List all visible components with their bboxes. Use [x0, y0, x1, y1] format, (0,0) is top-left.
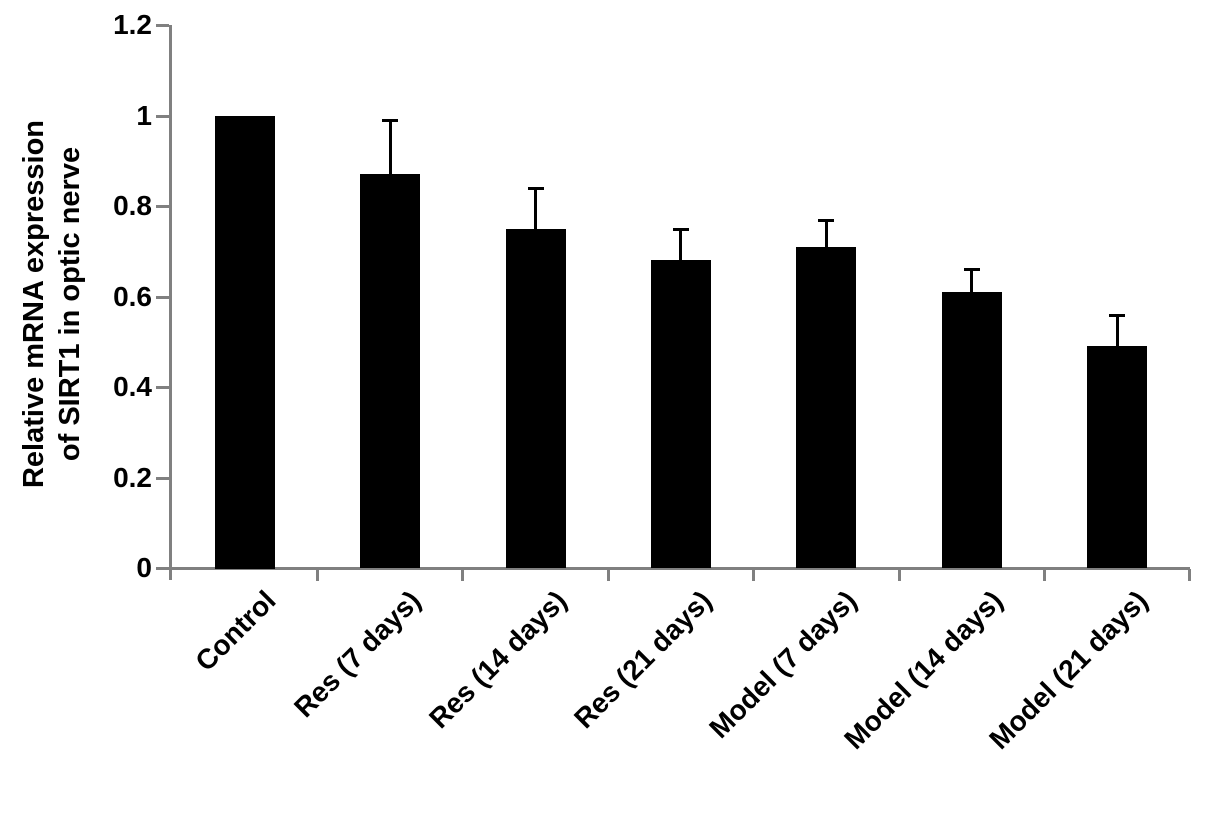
x-axis-label: Model (7 days)	[703, 584, 863, 745]
bar	[360, 174, 420, 568]
y-tick	[156, 24, 169, 27]
y-axis-title-line1: Relative mRNA expression	[18, 120, 50, 489]
error-bar-stem	[389, 120, 392, 174]
bar	[796, 247, 856, 568]
x-axis-label: Control	[189, 584, 282, 678]
error-bar-stem	[970, 269, 973, 292]
error-bar-stem	[534, 188, 537, 229]
bar	[506, 229, 566, 568]
bar	[651, 260, 711, 568]
x-axis-label: Res (21 days)	[568, 584, 718, 735]
y-tick-label: 1.2	[113, 9, 152, 40]
y-tick	[156, 567, 169, 570]
x-axis-label: Model (21 days)	[983, 584, 1154, 756]
bar-chart-figure: Relative mRNA expression of SIRT1 in opt…	[18, 9, 1191, 756]
x-axis-line	[169, 567, 1190, 570]
x-axis-label: Res (7 days)	[288, 584, 427, 724]
y-tick	[156, 115, 169, 118]
x-tick	[1043, 569, 1046, 581]
y-tick-label: 1	[136, 100, 152, 131]
y-tick-label: 0.8	[113, 190, 152, 221]
bar	[942, 292, 1002, 568]
y-tick-label: 0.6	[113, 281, 152, 312]
error-bar-cap	[673, 228, 689, 231]
error-bar-cap	[964, 268, 980, 271]
error-bar-cap	[528, 187, 544, 190]
x-tick	[752, 569, 755, 581]
x-tick	[1188, 569, 1191, 581]
y-tick-label: 0.4	[113, 371, 152, 402]
y-tick-label: 0.2	[113, 462, 152, 493]
y-tick-label: 0	[136, 552, 152, 583]
bar	[1087, 346, 1147, 568]
y-tick	[156, 477, 169, 480]
y-tick	[156, 296, 169, 299]
y-tick	[156, 205, 169, 208]
x-tick	[898, 569, 901, 581]
error-bar-cap	[818, 219, 834, 222]
y-axis-line	[169, 25, 172, 580]
x-tick	[607, 569, 610, 581]
error-bar-stem	[825, 220, 828, 247]
plot-area: 0 0.2 0.4 0.6 0.8 1 1.2 Control Res (7 days) Res …	[113, 9, 1191, 755]
error-bar-cap	[382, 119, 398, 122]
bar	[215, 116, 275, 569]
y-tick	[156, 386, 169, 389]
x-tick	[316, 569, 319, 581]
x-axis-label: Model (14 days)	[838, 584, 1009, 756]
error-bar-stem	[679, 229, 682, 261]
x-axis-label: Res (14 days)	[423, 584, 573, 735]
x-tick	[461, 569, 464, 581]
error-bar-cap	[1109, 314, 1125, 317]
error-bar-stem	[1116, 315, 1119, 347]
